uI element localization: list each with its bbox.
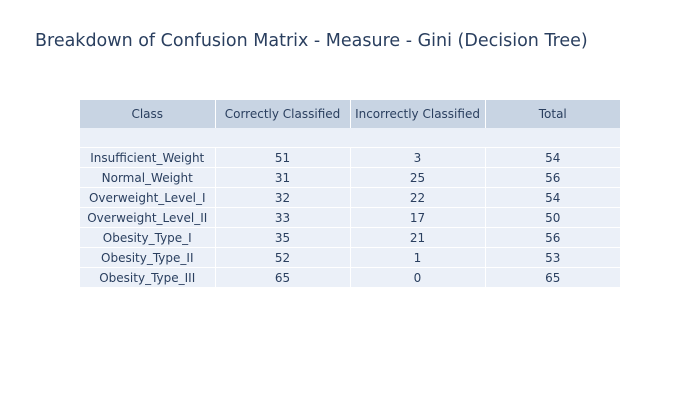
cell-class: Overweight_Level_I: [80, 187, 216, 208]
cell-class: Obesity_Type_II: [80, 247, 216, 268]
header-spacer: [80, 128, 620, 148]
cell-correct: 52: [215, 247, 351, 268]
cell-incorrect: 17: [350, 207, 486, 228]
table-row: Overweight_Level_II 33 17 50: [80, 207, 620, 228]
cell-total: 53: [485, 247, 620, 268]
cell-total: 56: [485, 167, 620, 188]
cell-correct: 35: [215, 227, 351, 248]
cell-incorrect: 3: [350, 147, 486, 168]
cell-class: Obesity_Type_III: [80, 267, 216, 288]
cell-total: 50: [485, 207, 620, 228]
cell-total: 56: [485, 227, 620, 248]
table-row: Obesity_Type_I 35 21 56: [80, 227, 620, 248]
cell-class: Obesity_Type_I: [80, 227, 216, 248]
cell-correct: 31: [215, 167, 351, 188]
table-row: Insufficient_Weight 51 3 54: [80, 147, 620, 168]
header-row: Class Correctly Classified Incorrectly C…: [80, 100, 620, 128]
header-correct: Correctly Classified: [215, 100, 351, 128]
cell-incorrect: 1: [350, 247, 486, 268]
table-row: Overweight_Level_I 32 22 54: [80, 187, 620, 208]
cell-incorrect: 0: [350, 267, 486, 288]
cell-incorrect: 21: [350, 227, 486, 248]
cell-correct: 32: [215, 187, 351, 208]
cell-total: 54: [485, 187, 620, 208]
cell-incorrect: 22: [350, 187, 486, 208]
cell-class: Insufficient_Weight: [80, 147, 216, 168]
chart-title: Breakdown of Confusion Matrix - Measure …: [35, 31, 588, 51]
cell-incorrect: 25: [350, 167, 486, 188]
cell-correct: 65: [215, 267, 351, 288]
header-class: Class: [80, 100, 216, 128]
cell-total: 54: [485, 147, 620, 168]
table-row: Obesity_Type_II 52 1 53: [80, 247, 620, 268]
cell-correct: 51: [215, 147, 351, 168]
header-incorrect: Incorrectly Classified: [350, 100, 486, 128]
table-row: Normal_Weight 31 25 56: [80, 167, 620, 188]
header-total: Total: [485, 100, 620, 128]
cell-correct: 33: [215, 207, 351, 228]
cell-total: 65: [485, 267, 620, 288]
cell-class: Normal_Weight: [80, 167, 216, 188]
confusion-table: Class Correctly Classified Incorrectly C…: [80, 100, 620, 288]
cell-class: Overweight_Level_II: [80, 207, 216, 228]
table-row: Obesity_Type_III 65 0 65: [80, 267, 620, 288]
